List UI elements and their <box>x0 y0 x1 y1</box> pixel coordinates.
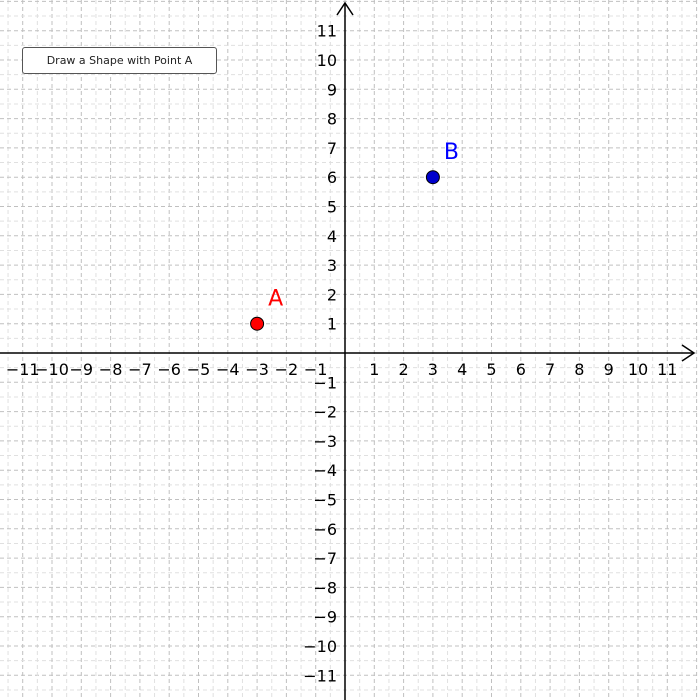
x-tick-label: 1 <box>369 360 379 379</box>
x-tick-label: 9 <box>604 360 614 379</box>
x-tick-label: 4 <box>457 360 467 379</box>
y-tick-label: −5 <box>313 491 337 510</box>
y-tick-labels: 11 10 9 8 7 6 5 4 3 2 1 −1 −2 −3 −4 −5 −6 −7 −8 −9 −10 −11 <box>303 22 337 686</box>
y-tick-label: −9 <box>313 608 337 627</box>
y-tick-label: 3 <box>327 256 337 275</box>
y-tick-label: −11 <box>303 666 337 685</box>
y-tick-label: 2 <box>327 285 337 304</box>
x-tick-label: 2 <box>399 360 409 379</box>
x-tick-label: −2 <box>275 360 299 379</box>
y-tick-label: 10 <box>317 51 337 70</box>
y-tick-label: −6 <box>313 520 337 539</box>
x-tick-label: 7 <box>545 360 555 379</box>
y-tick-label: −4 <box>313 461 337 480</box>
y-axis-arrow-icon <box>336 1 354 16</box>
x-tick-label: −9 <box>70 360 94 379</box>
x-tick-label: 10 <box>628 360 648 379</box>
y-tick-label: 8 <box>327 110 337 129</box>
y-tick-label: 7 <box>327 139 337 158</box>
point-marker[interactable] <box>250 316 265 331</box>
y-tick-label: −8 <box>313 578 337 597</box>
x-tick-label: −6 <box>157 360 181 379</box>
point-label: A <box>268 287 283 312</box>
y-tick-label: 4 <box>327 227 337 246</box>
x-tick-label: −4 <box>216 360 240 379</box>
point-marker[interactable] <box>425 170 440 185</box>
point-b[interactable]: B <box>425 140 459 185</box>
x-tick-label: 11 <box>657 360 677 379</box>
x-tick-label: 8 <box>574 360 584 379</box>
y-tick-label: −1 <box>313 373 337 392</box>
x-tick-label: 5 <box>486 360 496 379</box>
x-tick-label: −7 <box>128 360 152 379</box>
y-tick-label: 11 <box>317 22 337 41</box>
y-tick-label: 6 <box>327 168 337 187</box>
y-tick-label: −7 <box>313 549 337 568</box>
x-axis-arrow-icon <box>681 344 696 362</box>
x-tick-label: −3 <box>245 360 269 379</box>
y-tick-label: 1 <box>327 315 337 334</box>
x-tick-label: −8 <box>99 360 123 379</box>
x-tick-label: 3 <box>428 360 438 379</box>
x-tick-label: 6 <box>516 360 526 379</box>
point-label: B <box>444 140 459 165</box>
x-tick-label: −10 <box>35 360 69 379</box>
x-tick-label: −5 <box>187 360 211 379</box>
draw-shape-button[interactable]: Draw a Shape with Point A <box>22 47 217 74</box>
y-tick-label: 5 <box>327 198 337 217</box>
y-tick-label: −2 <box>313 403 337 422</box>
y-tick-label: −3 <box>313 432 337 451</box>
x-tick-label: −11 <box>6 360 40 379</box>
x-tick-label: −1 <box>304 360 328 379</box>
points[interactable]: AB <box>250 140 459 331</box>
x-tick-labels: −11−10 −9 −8 −7 −6 −5 −4 −3 −2 −1 1 2 3 4 5 6 7 8 9 10 11 <box>6 360 678 379</box>
y-tick-label: −10 <box>303 637 337 656</box>
point-a[interactable]: A <box>250 287 284 331</box>
y-tick-label: 9 <box>327 80 337 99</box>
